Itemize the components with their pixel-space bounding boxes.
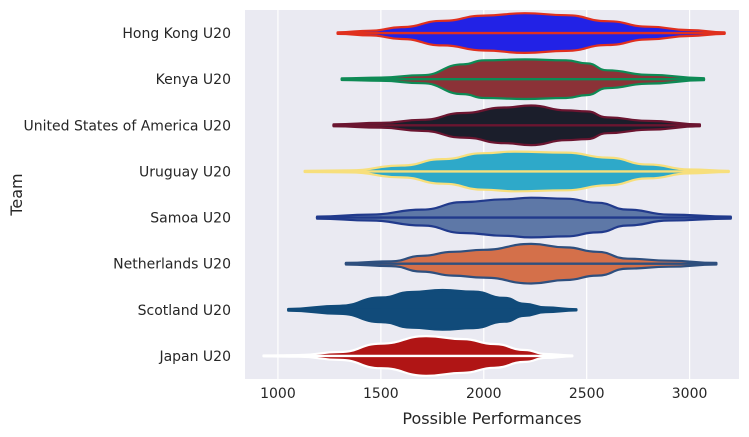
violins [262,12,732,377]
x-tick-label: 3000 [672,386,708,402]
violin-netherlands-u20 [344,242,718,285]
violin-united-states-of-america-u20 [332,104,702,147]
y-tick-label: Kenya U20 [156,72,231,88]
y-axis-label: Team [7,173,26,216]
violin-uruguay-u20 [303,150,730,193]
x-tick-label: 2000 [466,386,502,402]
violin-japan-u20 [262,335,574,377]
y-tick-label: Scotland U20 [138,303,231,319]
y-tick-labels: Hong Kong U20 Kenya U20 United States of A… [24,26,231,365]
violin-kenya-u20 [340,58,706,101]
x-axis-label: Possible Performances [402,409,581,428]
violin-hong-kong-u20 [336,12,726,54]
y-tick-label: United States of America U20 [24,118,231,134]
y-tick-label: Samoa U20 [150,211,231,227]
y-tick-label: Netherlands U20 [113,257,231,273]
x-tick-label: 2500 [569,386,605,402]
y-tick-label: Japan U20 [158,349,231,365]
y-tick-label: Hong Kong U20 [122,26,231,42]
violin-scotland-u20 [287,288,578,331]
x-tick-labels: 1000 1500 2000 2500 3000 [260,386,707,402]
violin-samoa-u20 [315,196,732,239]
y-tick-label: Uruguay U20 [139,164,231,180]
x-tick-label: 1500 [363,386,399,402]
x-tick-label: 1000 [260,386,296,402]
